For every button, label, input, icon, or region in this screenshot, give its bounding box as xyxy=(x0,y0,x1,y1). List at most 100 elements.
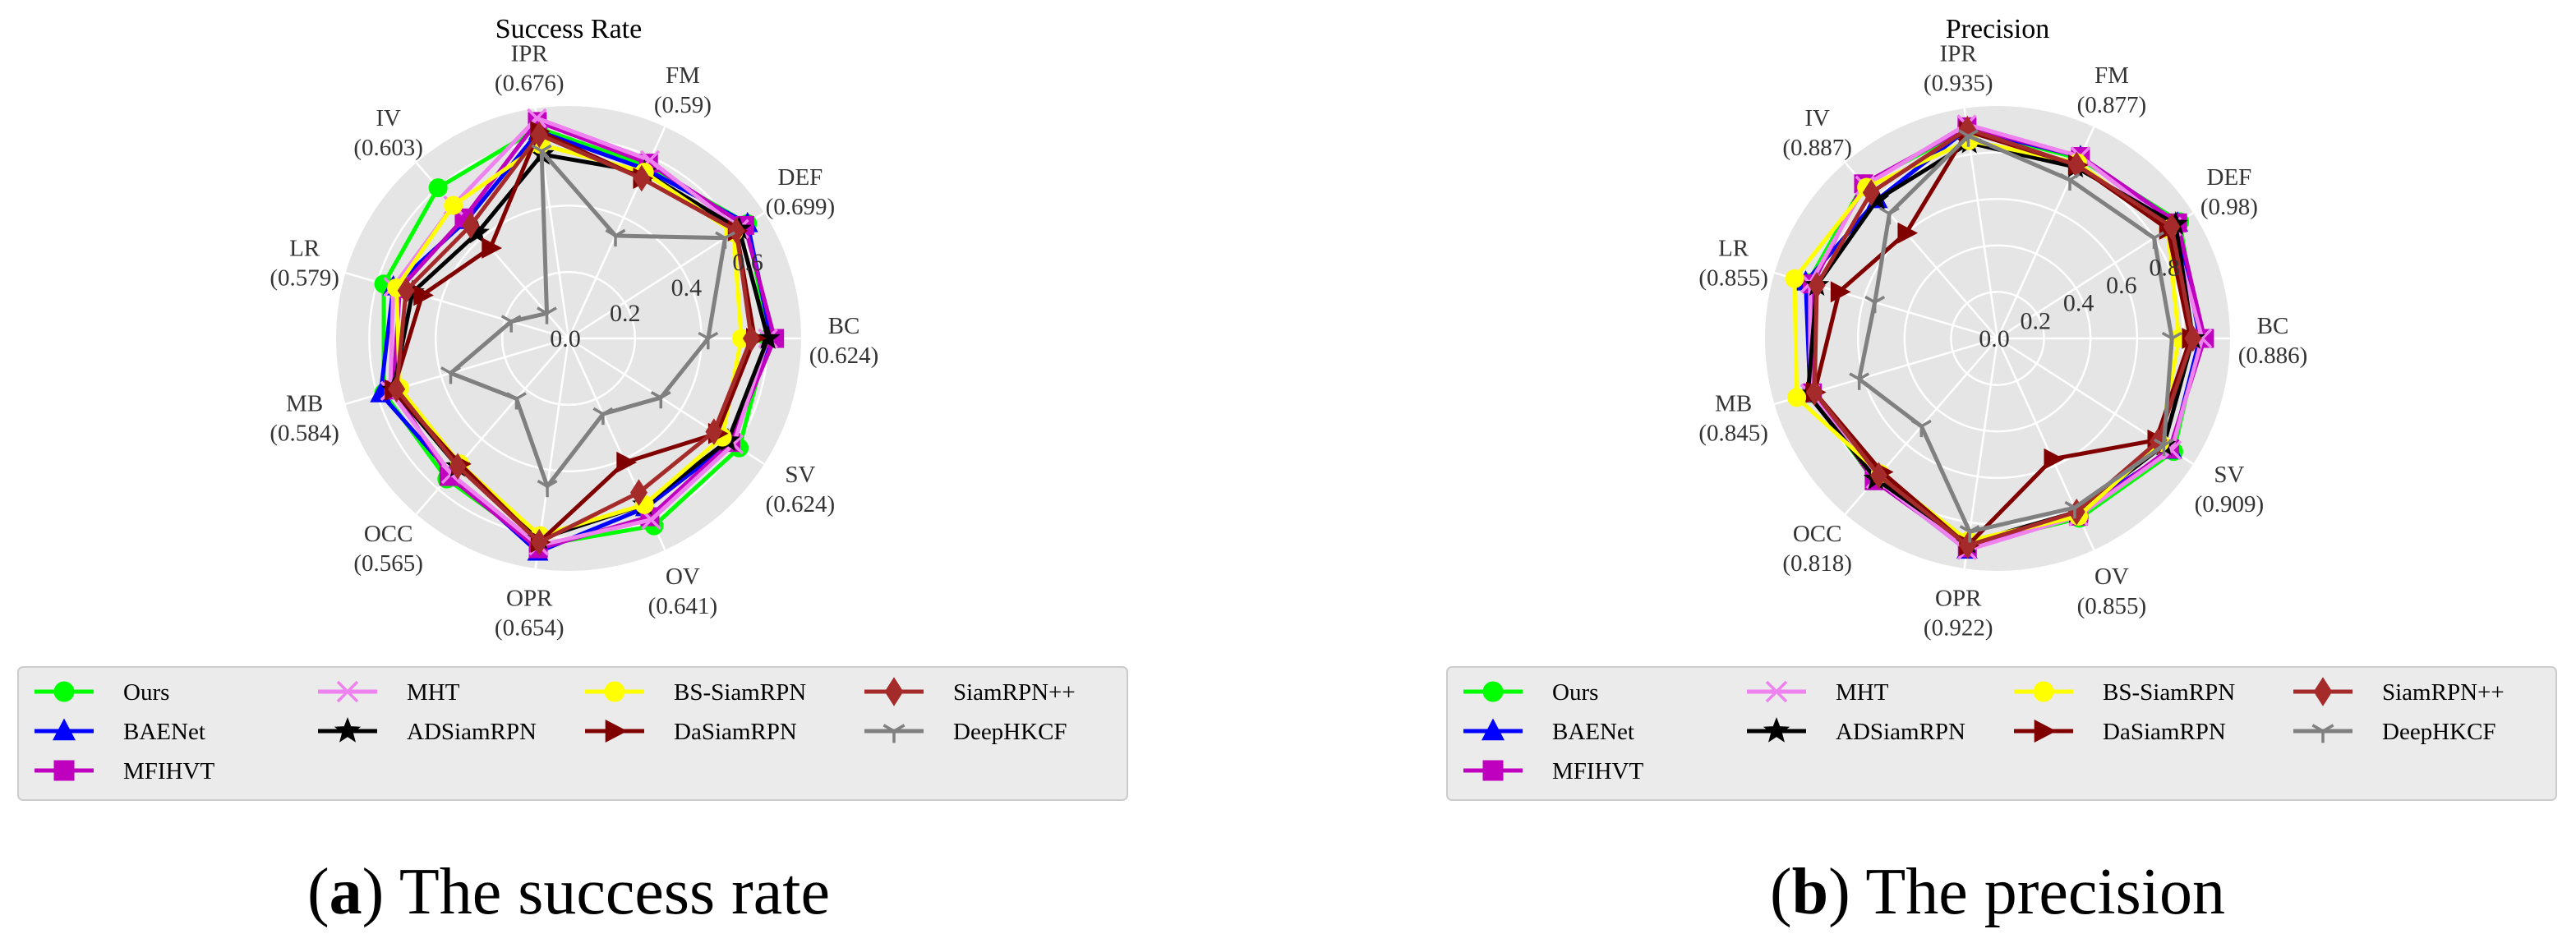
legend-marker xyxy=(53,760,75,781)
legend: Ours BAENet MFIHVT MHT ADSiamRPN BS-SiamRPN Da… xyxy=(1446,666,2557,801)
category-label: DEF xyxy=(2207,164,2252,191)
legend-label: MFIHVT xyxy=(123,758,214,784)
series-point xyxy=(2059,172,2081,191)
legend-marker xyxy=(2034,719,2057,743)
legend-item: ADSiamRPN xyxy=(1747,716,1965,745)
series-point xyxy=(616,451,638,473)
series-point xyxy=(1910,419,1932,438)
category-label: MB xyxy=(286,391,323,417)
legend-label: DeepHKCF xyxy=(2382,719,2496,745)
legend-label: MHT xyxy=(407,679,460,706)
legend-item: MFIHVT xyxy=(1463,758,1643,784)
series-point xyxy=(440,366,461,384)
legend-marker xyxy=(1482,681,1504,702)
series-point xyxy=(1864,295,1886,314)
legend-label: BS-SiamRPN xyxy=(674,679,806,706)
category-value-label: (0.624) xyxy=(766,491,836,518)
series-point xyxy=(1879,207,1900,225)
radial-tick-label: 0.6 xyxy=(732,249,763,276)
legend-item: ADSiamRPN xyxy=(318,716,537,745)
category-label: IPR xyxy=(511,40,549,67)
series-point xyxy=(1830,281,1851,303)
series-point xyxy=(2163,213,2181,241)
series-point xyxy=(1869,462,1887,490)
legend-item: Ours xyxy=(35,679,169,706)
figure-caption: (a) The success rate xyxy=(307,856,830,928)
series-point xyxy=(1808,271,1826,299)
series-point xyxy=(1958,129,1979,147)
series-point xyxy=(444,196,463,215)
category-label: IV xyxy=(1804,105,1830,131)
series-point xyxy=(2184,324,2202,352)
series-point xyxy=(2154,438,2174,457)
series-point xyxy=(1862,179,1880,206)
legend-marker xyxy=(1765,680,1788,703)
legend-marker xyxy=(1481,718,1505,741)
series-deephkcf xyxy=(440,144,735,498)
legend: Ours BAENet MFIHVT MHT ADSiamRPN BS-SiamRPN Da… xyxy=(17,666,1128,801)
series-point xyxy=(1959,531,1977,559)
series-point xyxy=(1805,379,1823,406)
legend-label: ADSiamRPN xyxy=(1836,719,1965,745)
category-label: FM xyxy=(666,62,700,89)
series-point xyxy=(530,121,548,149)
legend-marker xyxy=(1482,760,1504,781)
category-label: SV xyxy=(785,462,815,488)
category-value-label: (0.886) xyxy=(2238,343,2308,369)
category-value-label: (0.887) xyxy=(1782,135,1852,161)
series-point xyxy=(531,144,552,163)
chart-title: Precision xyxy=(1946,14,2050,44)
legend-label: MHT xyxy=(1836,679,1889,706)
category-label: SV xyxy=(2214,462,2244,488)
series-point xyxy=(2144,231,2164,249)
legend-marker xyxy=(882,724,906,743)
radial-tick-label: 0.2 xyxy=(2021,307,2052,334)
category-label: MB xyxy=(1715,391,1752,417)
legend-box xyxy=(1446,666,2557,801)
series-line xyxy=(388,116,771,548)
series-point xyxy=(413,284,434,306)
category-label: BC xyxy=(2257,313,2289,339)
legend-item: SiamRPN++ xyxy=(864,677,1076,706)
legend-label: DaSiamRPN xyxy=(2103,719,2226,745)
series-point xyxy=(537,479,558,498)
series-siamrpn- xyxy=(388,121,760,556)
legend-marker xyxy=(336,680,359,703)
radial-tick-label: 0.8 xyxy=(2149,254,2180,281)
legend-item: BS-SiamRPN xyxy=(585,679,806,706)
category-label: OCC xyxy=(364,521,413,547)
series-point xyxy=(633,164,651,192)
legend-item: BAENet xyxy=(35,718,205,745)
category-label: OV xyxy=(666,564,700,590)
series-line xyxy=(1808,122,2205,553)
category-label: IPR xyxy=(1940,40,1978,67)
legend-item: SiamRPN++ xyxy=(2293,677,2505,706)
legend-marker xyxy=(52,718,76,741)
legend-box xyxy=(17,666,1128,801)
legend-label: Ours xyxy=(1552,679,1598,706)
radial-tick-label: 0.0 xyxy=(1979,325,2010,352)
legend-label: BAENet xyxy=(123,719,205,745)
series-point xyxy=(755,325,781,349)
series-point xyxy=(2064,500,2085,519)
legend-label: DeepHKCF xyxy=(953,719,1067,745)
series-point xyxy=(462,212,480,239)
category-value-label: (0.855) xyxy=(1698,264,1768,291)
category-value-label: (0.676) xyxy=(495,70,565,96)
legend-label: SiamRPN++ xyxy=(953,679,1076,706)
category-label: LR xyxy=(289,235,320,261)
series-point xyxy=(2161,331,2182,350)
radial-tick-label: 0.6 xyxy=(2106,272,2137,299)
legend-marker xyxy=(2033,681,2054,702)
category-value-label: (0.584) xyxy=(270,421,339,447)
legend-item: MHT xyxy=(1747,679,1889,706)
legend-item: BAENet xyxy=(1463,718,1634,745)
legend-item: DaSiamRPN xyxy=(2014,719,2226,745)
category-label: IV xyxy=(376,105,401,131)
category-label: OCC xyxy=(1793,521,1842,547)
legend-label: BAENet xyxy=(1552,719,1634,745)
series-point xyxy=(698,331,719,350)
legend-item: DeepHKCF xyxy=(2293,719,2496,745)
series-point xyxy=(715,231,735,249)
legend-marker xyxy=(334,716,362,743)
